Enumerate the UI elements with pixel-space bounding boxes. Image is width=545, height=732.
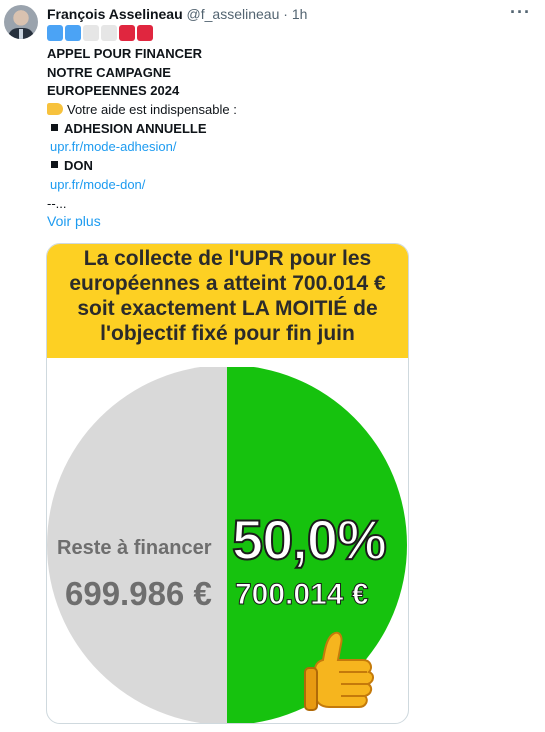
- blue-square-emoji: [65, 25, 81, 41]
- don-link-line: upr.fr/mode-don/: [47, 176, 237, 195]
- pie-slice-remaining: [47, 367, 227, 723]
- slice-label-remaining: Reste à financer: [57, 537, 212, 559]
- trailing-text: --...: [47, 195, 67, 211]
- adhesion-link-line: upr.fr/mode-adhesion/: [47, 138, 237, 157]
- don-line: DON: [47, 157, 237, 176]
- black-square-icon: [51, 123, 58, 131]
- tweet-body: APPEL POUR FINANCER NOTRE CAMPAGNE EUROP…: [47, 45, 237, 213]
- headline-line-1: La collecte de l'UPR pour les: [83, 247, 372, 270]
- headline-banner: La collecte de l'UPR pour les européenne…: [47, 244, 408, 358]
- headline-text: La collecte de l'UPR pour les européenne…: [47, 246, 408, 346]
- don-link[interactable]: upr.fr/mode-don/: [50, 176, 146, 192]
- tweet-image[interactable]: La collecte de l'UPR pour les européenne…: [46, 243, 409, 724]
- headline-line-2: européennes a atteint 700.014 €: [69, 272, 386, 295]
- slice-value-raised: 700.014 €: [234, 578, 369, 612]
- red-square-emoji: [119, 25, 135, 41]
- black-square-icon: [51, 161, 58, 169]
- emoji-badges: [47, 25, 153, 41]
- headline-line-3: soit exactement LA MOITIÉ de: [77, 297, 378, 320]
- author-name[interactable]: François Asselineau: [47, 6, 183, 22]
- adhesion-link[interactable]: upr.fr/mode-adhesion/: [50, 139, 177, 155]
- white-square-emoji: [83, 25, 99, 41]
- red-square-emoji: [137, 25, 153, 41]
- tweet-time[interactable]: 1h: [291, 6, 308, 22]
- body-line-3: EUROPEENNES 2024: [47, 83, 180, 99]
- thumbs-up-icon: [304, 631, 374, 711]
- time-separator: ·: [283, 6, 288, 22]
- don-label: DON: [64, 158, 93, 174]
- body-line-1: APPEL POUR FINANCER: [47, 46, 203, 61]
- author-avatar[interactable]: [4, 5, 38, 39]
- slice-value-remaining: 699.986 €: [65, 575, 212, 612]
- pie-slice-raised: [226, 367, 407, 723]
- pointing-hand-icon: [47, 103, 63, 116]
- show-more-link[interactable]: Voir plus: [47, 213, 101, 229]
- avatar-tie: [19, 29, 23, 39]
- headline-line-4: l'objectif fixé pour fin juin: [100, 322, 355, 345]
- adhesion-line: ADHESION ANNUELLE: [47, 120, 237, 139]
- help-line: Votre aide est indispensable :: [47, 101, 237, 120]
- more-dots-icon[interactable]: ···: [510, 2, 531, 22]
- blue-square-emoji: [47, 25, 63, 41]
- white-square-emoji: [101, 25, 117, 41]
- help-text: Votre aide est indispensable :: [67, 102, 237, 118]
- funding-pie-chart: [47, 367, 407, 723]
- tweet-header: François Asselineau @f_asselineau · 1h: [47, 6, 307, 22]
- author-handle[interactable]: @f_asselineau: [186, 6, 280, 22]
- adhesion-label: ADHESION ANNUELLE: [64, 120, 207, 136]
- percent-label: 50,0%: [231, 507, 388, 572]
- body-line-2: NOTRE CAMPAGNE: [47, 64, 171, 80]
